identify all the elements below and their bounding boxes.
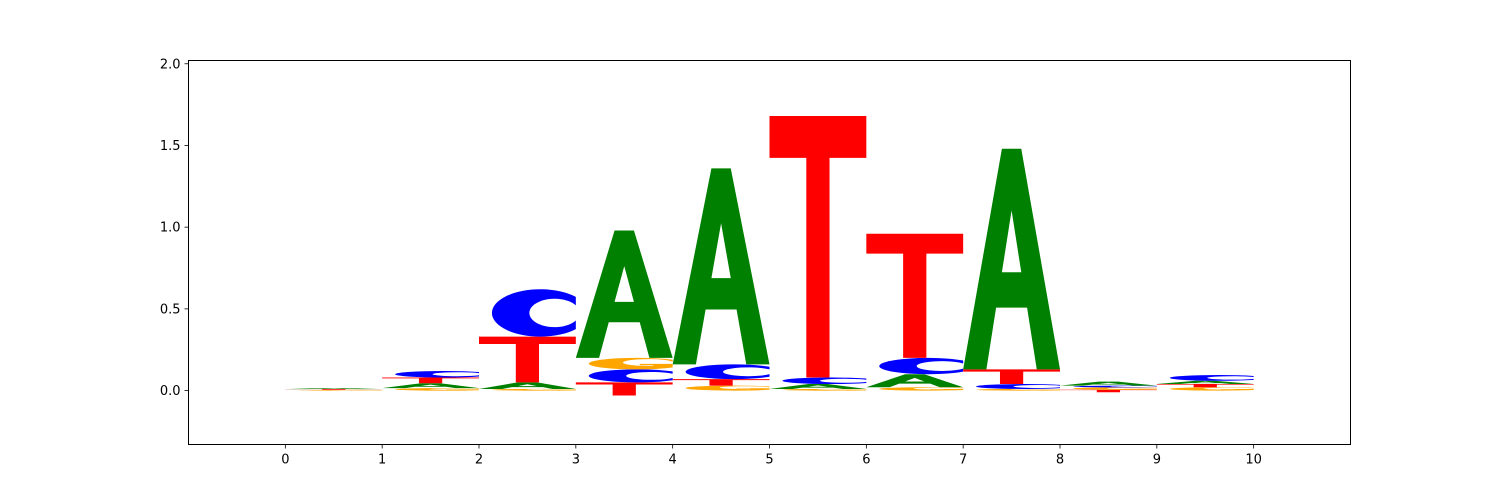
x-tick-label-6: 6 <box>862 453 870 468</box>
x-tick-label-1: 1 <box>378 453 386 468</box>
y-tick-label-1: 0.5 <box>160 302 181 317</box>
x-tick-label-8: 8 <box>1056 453 1064 468</box>
x-tick-label-5: 5 <box>765 453 773 468</box>
x-tick-label-9: 9 <box>1153 453 1161 468</box>
x-tick-label-7: 7 <box>959 453 967 468</box>
y-tick-label-0: 0.0 <box>160 384 181 399</box>
y-tick-label-4: 2.0 <box>160 57 181 72</box>
x-axis: 0 1 2 3 4 5 6 7 8 9 10 <box>281 444 1262 468</box>
x-tick-label-3: 3 <box>572 453 580 468</box>
y-tick-label-3: 1.5 <box>160 139 181 154</box>
x-tick-label-10: 10 <box>1245 453 1262 468</box>
x-tick-label-2: 2 <box>475 453 483 468</box>
y-axis: 0.0 0.5 1.0 1.5 2.0 <box>160 57 189 399</box>
y-tick-label-2: 1.0 <box>160 221 181 236</box>
x-tick-label-4: 4 <box>669 453 677 468</box>
x-tick-label-0: 0 <box>281 453 289 468</box>
